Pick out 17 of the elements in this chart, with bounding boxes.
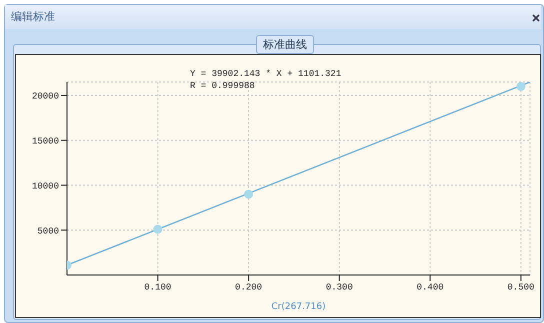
point xyxy=(516,82,526,91)
x-tick-label: 0.400 xyxy=(416,282,444,292)
point xyxy=(153,224,162,234)
y-tick-label: 20000 xyxy=(32,92,59,102)
text: Y = 39902.143 * X + 1101.321 xyxy=(190,68,342,80)
x-axis-title: Cr(267.716) xyxy=(271,302,326,312)
x-tick-label: 0.100 xyxy=(144,282,172,292)
text: 编辑标准 xyxy=(11,9,55,24)
y-tick-label: 5000 xyxy=(37,226,59,236)
chart-title: 标准曲线 xyxy=(256,35,314,54)
y-tick-label: 15000 xyxy=(32,136,59,147)
point xyxy=(244,190,254,199)
x-tick-label: 0.200 xyxy=(235,282,262,292)
x-tick-label: 0.300 xyxy=(326,282,353,292)
x-tick-label: 0.500 xyxy=(507,282,534,292)
annotation: R = 0.999988 xyxy=(190,80,256,92)
y-tick-label: 10000 xyxy=(32,181,59,192)
